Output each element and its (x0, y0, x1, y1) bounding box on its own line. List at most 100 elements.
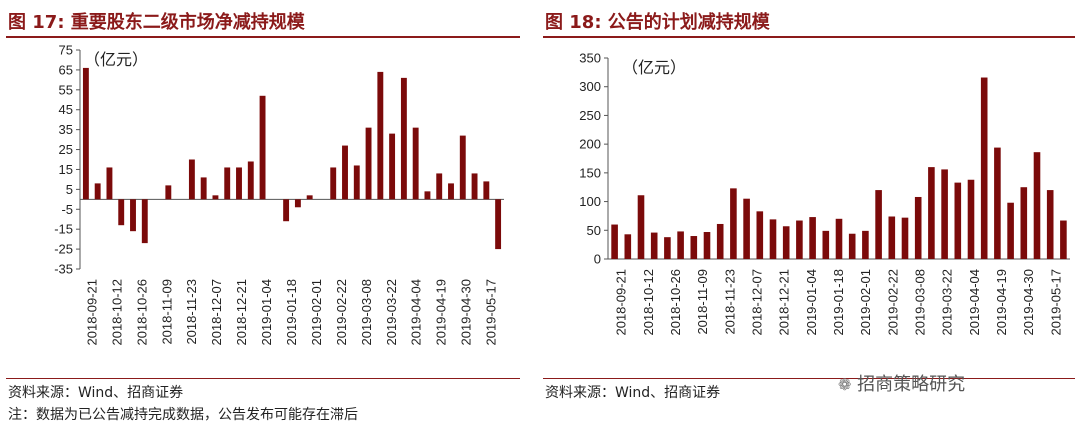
left-y-tick-label: 45 (59, 102, 73, 117)
left-bar (306, 195, 313, 200)
left-bar (471, 173, 478, 200)
right-bar (782, 226, 790, 259)
right-unit-label: （亿元） (622, 58, 687, 77)
left-x-tick-label: 2019-04-04 (409, 279, 424, 346)
right-x-tick-label: 2018-12-07 (749, 269, 764, 336)
left-x-tick-label: 2019-01-04 (259, 279, 274, 346)
left-unit-label: （亿元） (84, 50, 149, 69)
right-bar (756, 211, 764, 259)
right-y-tick-label: 200 (579, 137, 601, 152)
left-y-tick-label: 55 (59, 82, 73, 97)
right-bar (967, 179, 975, 259)
left-x-tick-label: 2019-05-17 (484, 279, 499, 346)
left-x-tick-label: 2018-09-21 (84, 279, 99, 346)
right-bar (822, 230, 830, 259)
left-bar (424, 191, 431, 200)
right-bar (914, 196, 922, 259)
left-bar (342, 145, 348, 200)
right-bar (875, 190, 882, 259)
right-bar (901, 217, 909, 259)
left-bar (330, 167, 337, 200)
right-bar (769, 219, 777, 259)
right-bar (1060, 220, 1067, 259)
right-bar (730, 188, 737, 259)
right-x-tick-label: 2019-04-04 (967, 269, 982, 336)
left-bar (141, 199, 148, 244)
left-x-tick-label: 2019-02-22 (334, 279, 349, 346)
right-x-tick-label: 2019-04-30 (1021, 269, 1036, 336)
left-bar (436, 173, 443, 200)
right-bar (624, 234, 632, 259)
right-bar (716, 223, 724, 259)
right-y-tick-label: 100 (579, 194, 601, 209)
left-x-tick-label: 2019-01-18 (284, 279, 299, 346)
left-y-tick-label: 75 (59, 43, 73, 58)
left-y-tick-label: 65 (59, 62, 73, 77)
left-y-tick-label: 5 (66, 182, 73, 197)
left-x-tick-label: 2019-02-01 (309, 279, 324, 346)
right-chart-title: 图 18: 公告的计划减持规模 (545, 12, 770, 33)
right-x-tick-label: 2019-01-18 (831, 269, 846, 336)
right-bar (1046, 190, 1054, 259)
left-bar (353, 165, 360, 200)
left-bar (389, 133, 396, 200)
left-bar (165, 185, 172, 200)
right-bar (690, 236, 698, 259)
left-x-tick-label: 2019-03-08 (359, 279, 374, 346)
right-x-tick-label: 2019-02-01 (858, 269, 873, 336)
left-bar (365, 127, 372, 200)
left-source: 资料来源：Wind、招商证券 (8, 385, 184, 401)
left-bar (212, 195, 219, 200)
right-x-tick-label: 2018-12-21 (777, 269, 792, 336)
right-x-tick-label: 2018-10-12 (641, 269, 656, 336)
left-x-tick-label: 2018-10-12 (109, 279, 124, 346)
right-bar (980, 77, 988, 259)
left-x-tick-label: 2019-03-22 (384, 279, 399, 346)
left-y-tick-label: 15 (59, 162, 73, 177)
left-bar (247, 161, 254, 200)
right-bar (954, 182, 962, 259)
right-bar (703, 232, 711, 259)
right-bar (743, 198, 750, 259)
left-x-tick-label: 2018-10-26 (134, 279, 149, 346)
right-bar (1007, 202, 1014, 259)
left-x-tick-label: 2019-04-30 (459, 279, 474, 346)
right-bar (1033, 152, 1041, 259)
right-footer-rule (543, 378, 1075, 379)
right-bar (888, 216, 896, 259)
watermark: ❁ 招商策略研究 (838, 370, 965, 396)
left-bar (412, 127, 419, 200)
right-bar (796, 220, 803, 259)
left-bar (188, 159, 195, 200)
left-bar (259, 95, 266, 200)
left-x-tick-label: 2019-04-19 (434, 279, 449, 346)
left-chart-title: 图 17: 重要股东二级市场净减持规模 (8, 12, 305, 33)
left-y-tick-label: 35 (59, 122, 73, 137)
right-x-tick-label: 2018-10-26 (668, 269, 683, 336)
wechat-icon: ❁ (838, 375, 852, 394)
right-bar (835, 218, 843, 259)
right-y-tick-label: 0 (594, 252, 601, 267)
right-bar (650, 232, 658, 259)
right-bar (848, 233, 856, 259)
right-bar (611, 224, 618, 259)
left-bar (224, 167, 231, 200)
right-bar (994, 147, 1001, 259)
right-bar (1020, 187, 1028, 259)
left-bar (130, 199, 136, 232)
right-bar (637, 195, 645, 259)
right-source: 资料来源：Wind、招商证券 (545, 385, 721, 401)
right-bar (809, 217, 816, 259)
right-y-tick-label: 50 (587, 223, 601, 238)
left-bar (118, 199, 125, 226)
right-x-tick-label: 2018-09-21 (614, 269, 629, 336)
left-note: 注：数据为已公告减持完成数据，公告发布可能存在滞后 (8, 407, 358, 423)
right-bar (664, 237, 671, 259)
left-y-tick-label: -15 (54, 222, 73, 237)
left-title-rule (6, 36, 520, 38)
right-x-tick-label: 2019-01-04 (804, 269, 819, 336)
left-bar (377, 71, 384, 200)
left-bar (495, 199, 502, 250)
right-x-tick-label: 2018-11-09 (695, 269, 710, 335)
